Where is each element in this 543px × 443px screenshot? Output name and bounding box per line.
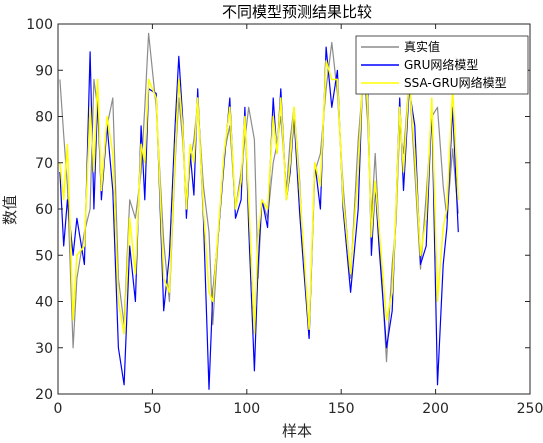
chart-title: 不同模型预测结果比较 — [222, 3, 372, 21]
series-line-3 — [59, 51, 460, 335]
x-tick-label: 150 — [328, 401, 355, 417]
legend-label-1: 真实值 — [404, 39, 440, 54]
y-tick-label: 100 — [26, 17, 53, 33]
x-tick-label: 50 — [143, 401, 161, 417]
y-tick-label: 30 — [35, 341, 53, 357]
x-tick-label: 250 — [517, 401, 543, 417]
legend-label-3: SSA-GRU网络模型 — [404, 75, 507, 90]
y-axis: 20 30 40 50 60 70 80 90 100 — [26, 17, 530, 403]
x-tick-label: 100 — [233, 401, 260, 417]
y-tick-label: 20 — [35, 387, 53, 403]
series-line-2 — [59, 41, 459, 390]
x-tick-label: 200 — [422, 401, 449, 417]
series-group — [59, 32, 460, 390]
y-tick-label: 90 — [35, 63, 53, 79]
legend-label-2: GRU网络模型 — [404, 57, 478, 72]
y-tick-label: 40 — [35, 295, 53, 311]
y-tick-label: 80 — [35, 110, 53, 126]
y-axis-label: 数值 — [1, 195, 19, 225]
y-tick-label: 50 — [35, 248, 53, 264]
x-tick-label: 0 — [54, 401, 63, 417]
y-tick-label: 70 — [35, 156, 53, 172]
y-tick-label: 60 — [35, 202, 53, 218]
legend: 真实值 GRU网络模型 SSA-GRU网络模型 — [355, 35, 529, 95]
x-axis: 0 50 100 150 200 250 — [54, 24, 543, 417]
x-axis-label: 样本 — [282, 422, 312, 440]
